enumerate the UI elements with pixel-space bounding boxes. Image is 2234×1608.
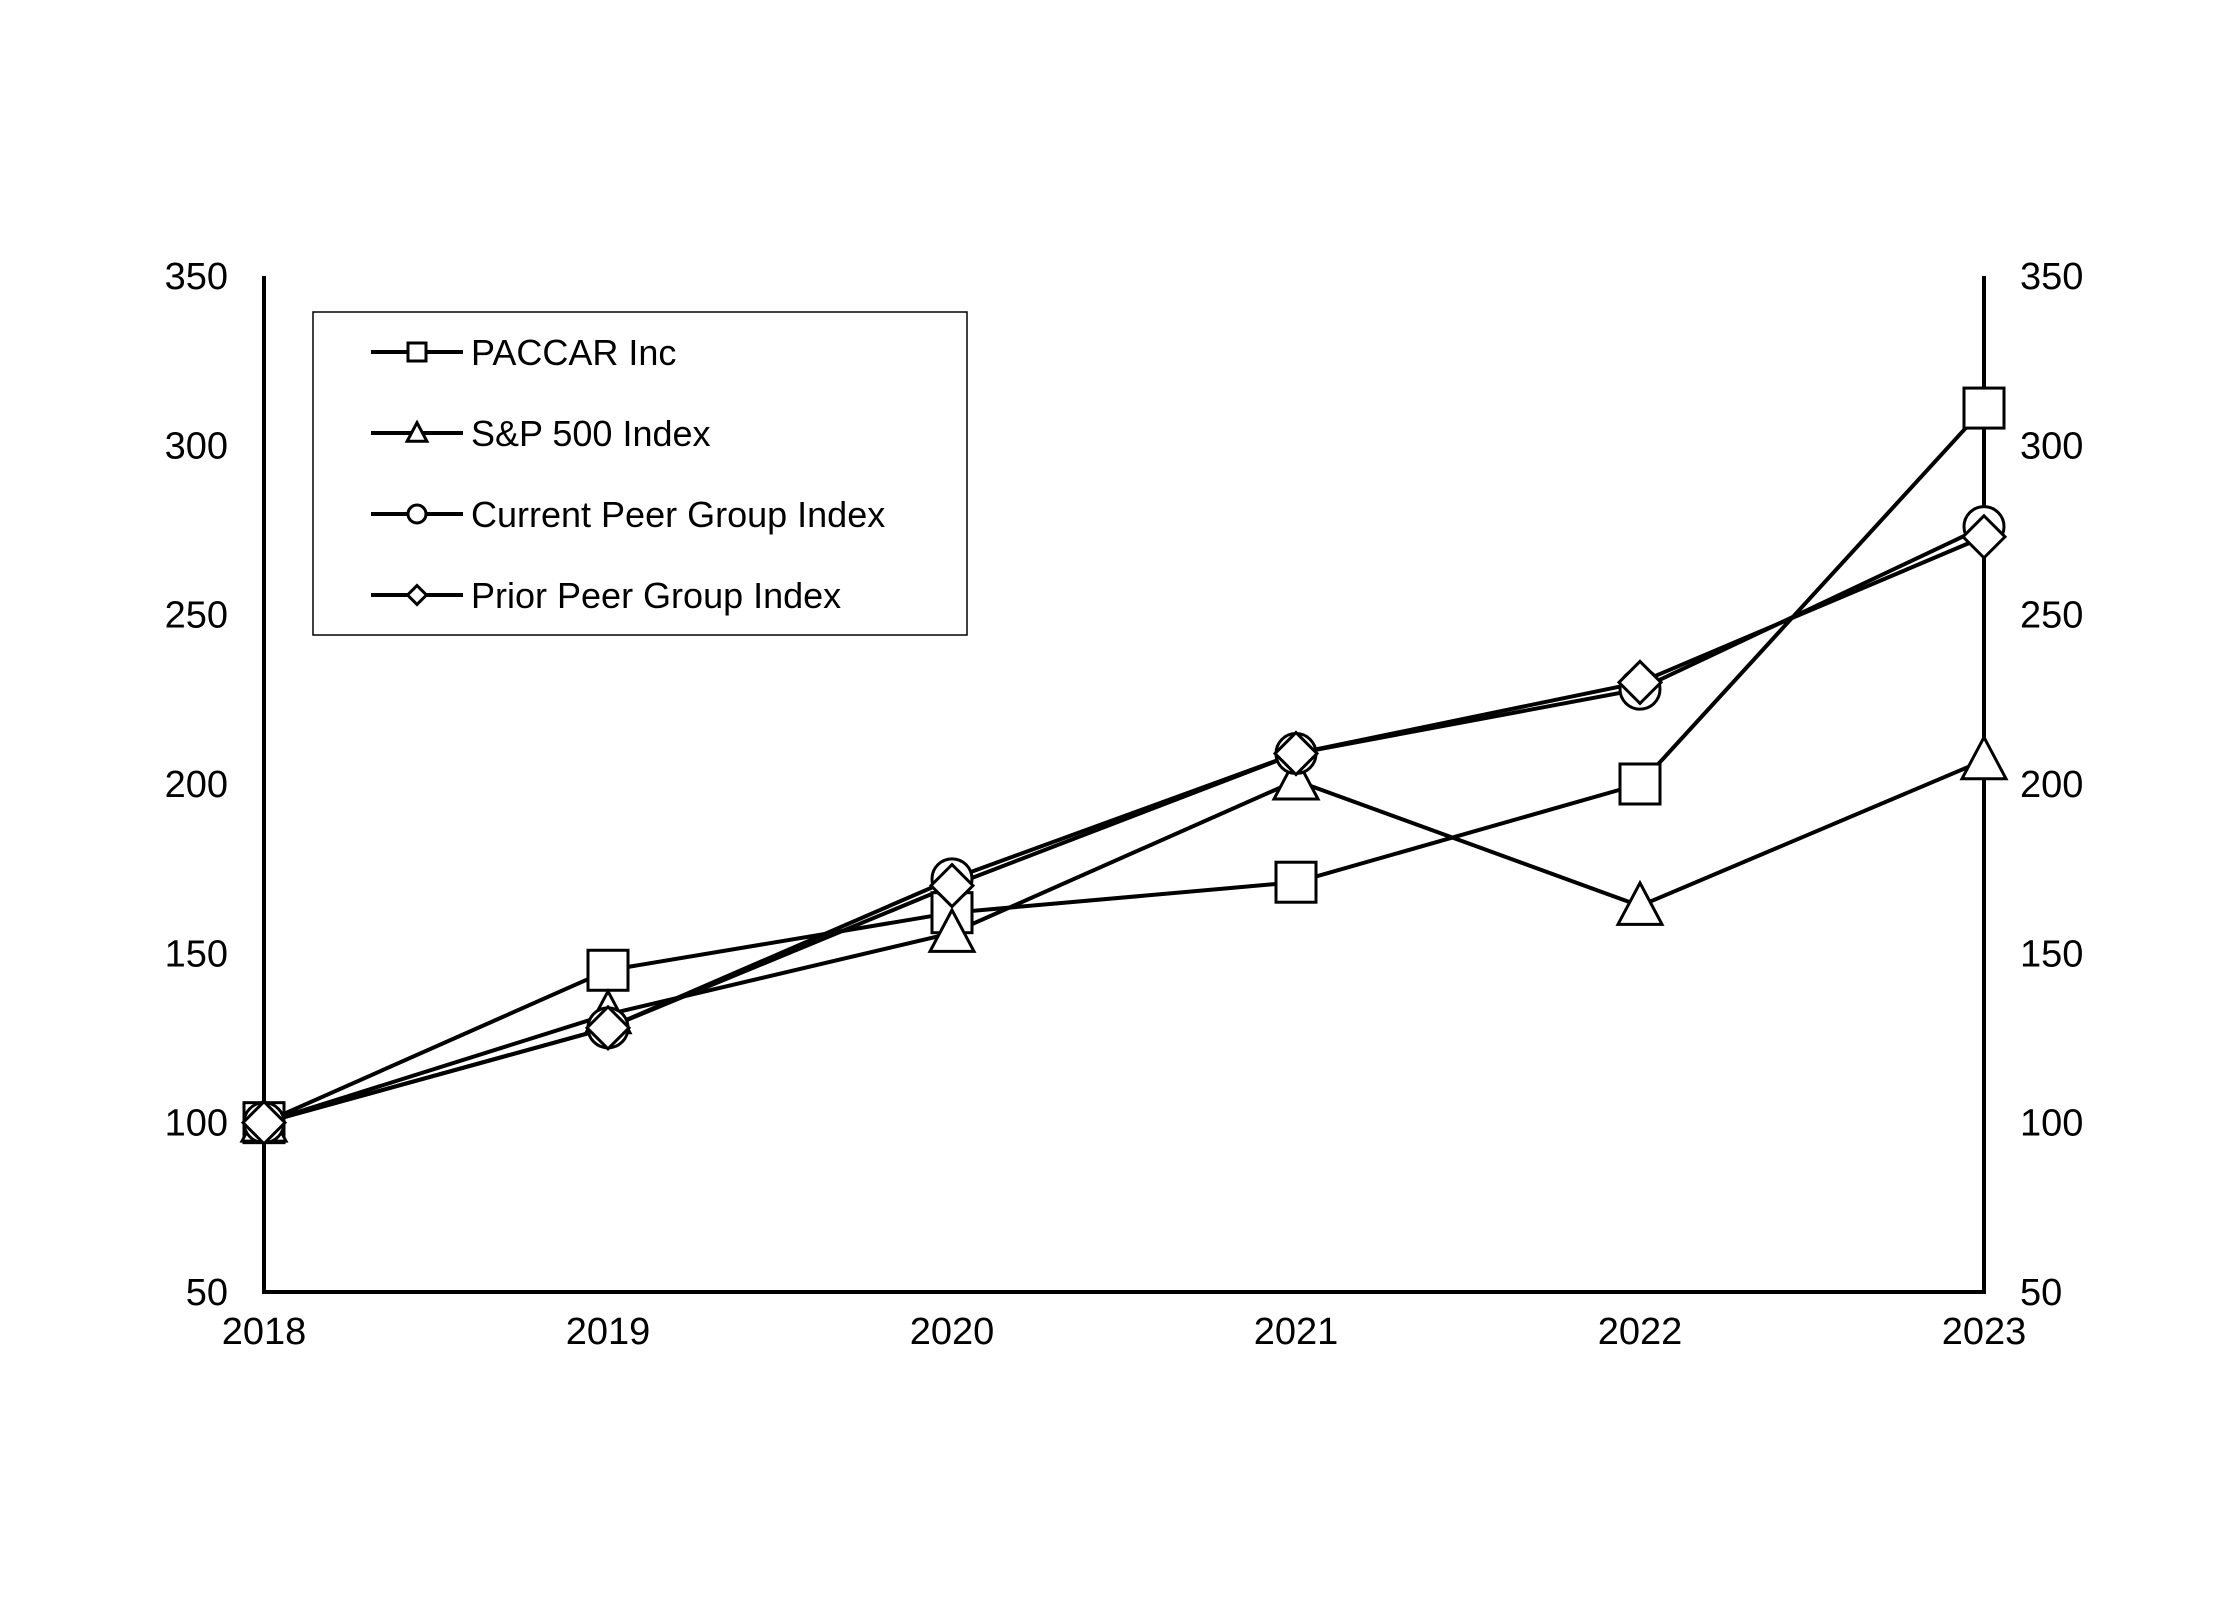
legend-box (312, 311, 968, 636)
tick-labels: 50 50 100 100 150 150 200 200 250 250 300 300 350 350… (165, 256, 2084, 1353)
x-tick-label: 2019 (566, 1311, 651, 1353)
legend-marker-current-peer-group-index (406, 503, 428, 525)
y-tick-label-right: 100 (2020, 1103, 2083, 1145)
data-point-sandp-500-index (927, 906, 977, 953)
y-tick-label-right: 50 (2020, 1272, 2062, 1314)
legend-label-paccar-inc: PACCAR Inc (471, 332, 676, 373)
y-tick-label-right: 300 (2020, 425, 2083, 467)
y-tick-label-left: 350 (165, 256, 228, 298)
series-markers (239, 386, 2009, 1146)
legend-marker-sandp-500-index (404, 419, 430, 443)
legend-label-current-peer-group-index: Current Peer Group Index (471, 494, 885, 535)
legend-marker-prior-peer-group-index (405, 583, 429, 607)
series-line-sandp-500-index (263, 758, 1985, 1125)
data-point-prior-peer-group-index (240, 1099, 288, 1146)
y-tick-label-right: 250 (2020, 595, 2083, 637)
series-line-prior-peer-group-index (263, 534, 1985, 1125)
y-tick-label-left: 200 (165, 764, 228, 806)
x-tick-label: 2022 (1598, 1311, 1683, 1353)
data-point-sandp-500-index (1271, 754, 1321, 801)
x-tick-label: 2023 (1942, 1311, 2027, 1353)
y-tick-label-left: 250 (165, 595, 228, 637)
series-lines (263, 406, 1986, 1125)
data-point-paccar-inc (1274, 860, 1318, 904)
y-tick-label-right: 150 (2020, 933, 2083, 975)
data-point-paccar-inc (1962, 386, 2006, 430)
y-tick-label-right: 350 (2020, 256, 2083, 298)
data-point-paccar-inc (1618, 762, 1662, 806)
y-tick-label-right: 200 (2020, 764, 2083, 806)
data-point-paccar-inc (586, 948, 630, 992)
y-tick-label-left: 50 (186, 1272, 228, 1314)
y-tick-label-left: 100 (165, 1103, 228, 1145)
x-tick-label: 2021 (1254, 1311, 1339, 1353)
legend: PACCAR Inc S&P 500 Index Current Peer Grou… (312, 311, 968, 636)
y-tick-label-left: 300 (165, 425, 228, 467)
data-point-sandp-500-index (1615, 879, 1665, 926)
y-tick-label-left: 150 (165, 933, 228, 975)
legend-label-prior-peer-group-index: Prior Peer Group Index (471, 575, 841, 616)
x-tick-label: 2018 (222, 1311, 307, 1353)
legend-marker-paccar-inc (406, 341, 428, 363)
series-line-paccar-inc (263, 406, 1986, 1125)
legend-label-sandp-500-index: S&P 500 Index (471, 413, 711, 454)
data-point-prior-peer-group-index (1960, 513, 2008, 560)
data-point-prior-peer-group-index (584, 1004, 632, 1051)
data-point-sandp-500-index (1959, 734, 2009, 781)
data-point-prior-peer-group-index (1616, 659, 1664, 706)
data-point-prior-peer-group-index (928, 862, 976, 909)
data-point-prior-peer-group-index (1272, 730, 1320, 777)
x-tick-label: 2020 (910, 1311, 995, 1353)
